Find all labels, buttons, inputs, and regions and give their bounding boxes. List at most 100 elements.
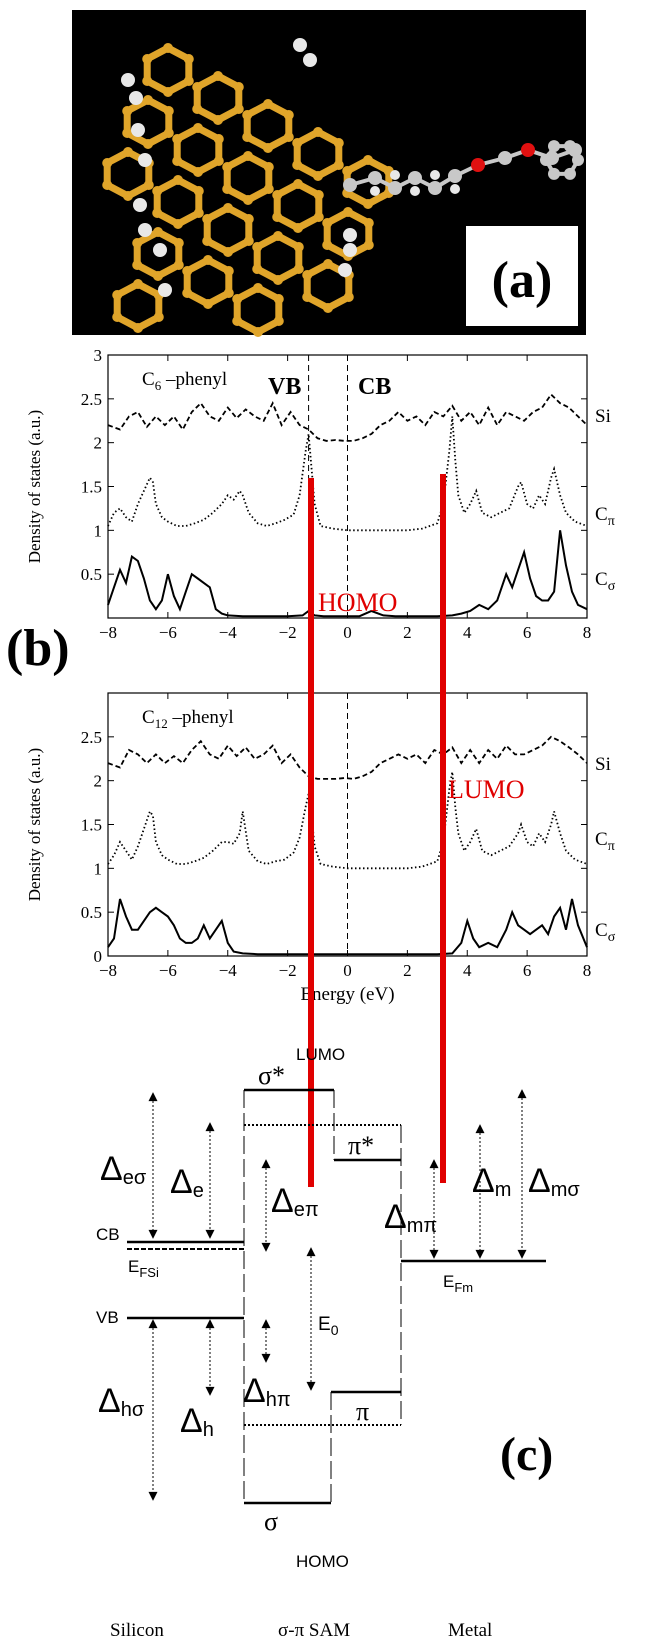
si-atom [192,82,203,92]
panel-a: (a) [72,10,586,337]
series-line-si [107,393,588,442]
x-tick-label: 0 [343,623,352,642]
lumo-text: LUMO [296,1045,345,1064]
si-atom [302,292,313,302]
si-atom [223,203,233,213]
si-atom [363,199,373,209]
h-atom [158,283,172,297]
h-atom [129,91,143,105]
h-atom [293,38,307,52]
y-tick-label: 2.5 [81,390,102,409]
series-line-si [107,735,588,780]
e0-text: E0 [318,1314,339,1338]
si-atom [363,240,374,250]
si-atom [213,134,224,144]
x-tick-label: −6 [159,961,177,980]
h-atom [121,73,135,87]
sam-label: σ-π SAM [278,1620,350,1641]
pi-text: π [356,1397,369,1426]
h-atom [133,198,147,212]
panel-a-label: (a) [492,252,553,309]
si-atom [193,167,203,177]
si-atom [293,242,304,252]
x-tick-label: 2 [403,623,412,642]
y-tick-label: 2.5 [81,728,102,747]
series-line-c-pi [107,416,588,532]
panel-b-label: (b) [6,620,70,677]
cb-label: CB [358,374,391,400]
si-atom [202,236,213,246]
si-atom [142,76,153,86]
si-atom [152,208,163,218]
si-atom [313,127,323,137]
si-atom [223,288,234,298]
h-atom [450,184,460,194]
si-atom [243,214,254,224]
si-atom [193,123,203,133]
si-atom [182,266,193,276]
lumo-label: LUMO [448,775,525,804]
si-atom [293,223,303,233]
plot-title: C6 –phenyl [142,369,227,393]
si-atom [112,290,123,300]
sigma-text: σ [264,1507,278,1536]
c-atom [564,167,576,180]
si-atom [133,323,143,333]
si-atom [263,184,274,194]
si-atom [122,128,133,138]
y-tick-label: 0.5 [81,565,102,584]
o-atom [521,143,535,157]
y-tick-label: 1 [94,859,103,878]
c-atom [343,178,357,192]
h-atom [138,223,152,237]
si-atom [213,115,223,125]
si-atom [363,218,374,228]
si-atom [163,87,173,97]
vb-text: VB [96,1308,119,1327]
panel-c [127,1088,546,1505]
si-atom [313,212,324,222]
sigma-star-text: σ* [258,1061,285,1090]
si-atom [132,238,143,248]
si-atom [242,132,253,142]
si-atom [112,312,123,322]
si-atom [272,190,283,200]
metal-label: Metal [448,1620,492,1641]
si-atom [343,207,353,217]
x-tick-label: −8 [99,623,117,642]
h-atom [390,170,400,180]
panel-b: (b) −8 −6 −4 −2 0 2 4 6 8 0.5 1 1.5 2 2.5 3 Si Cπ Cσ C6 –p… [6,346,616,1187]
c-atom [540,154,552,166]
h-atom [138,153,152,167]
c-atom [548,140,560,153]
si-atom [243,151,253,161]
si-atom [143,95,153,105]
c-atom [388,181,402,195]
si-atom [193,186,204,196]
si-atom [292,138,303,148]
x-axis-label: Energy (eV) [300,984,394,1005]
si-atom [102,158,113,168]
si-atom [302,270,313,280]
si-atom [192,104,203,114]
h-atom [410,186,420,196]
x-tick-label: 4 [463,961,472,980]
delta-msigma-label: Δmσ [528,1162,580,1201]
cb-text: CB [96,1225,120,1244]
si-atom [143,180,154,190]
panel-c-label: (c) [500,1428,553,1481]
si-atom [132,260,143,270]
h-atom [303,53,317,67]
si-atom [122,106,133,116]
si-atom [233,82,244,92]
c-atom [408,171,422,185]
homo-text: HOMO [296,1552,349,1571]
si-atom [203,255,213,265]
dos-plot-c12: −8 −6 −4 −2 0 2 4 6 8 0 0.5 1 1.5 2 2.5 Si Cπ Cσ C12 –phen… [25,692,616,1005]
o-atom [471,158,485,172]
x-tick-label: −4 [219,961,238,980]
si-atom [102,180,113,190]
x-tick-label: 8 [583,623,592,642]
y-tick-label: 1.5 [81,816,102,835]
si-atom [263,143,273,153]
